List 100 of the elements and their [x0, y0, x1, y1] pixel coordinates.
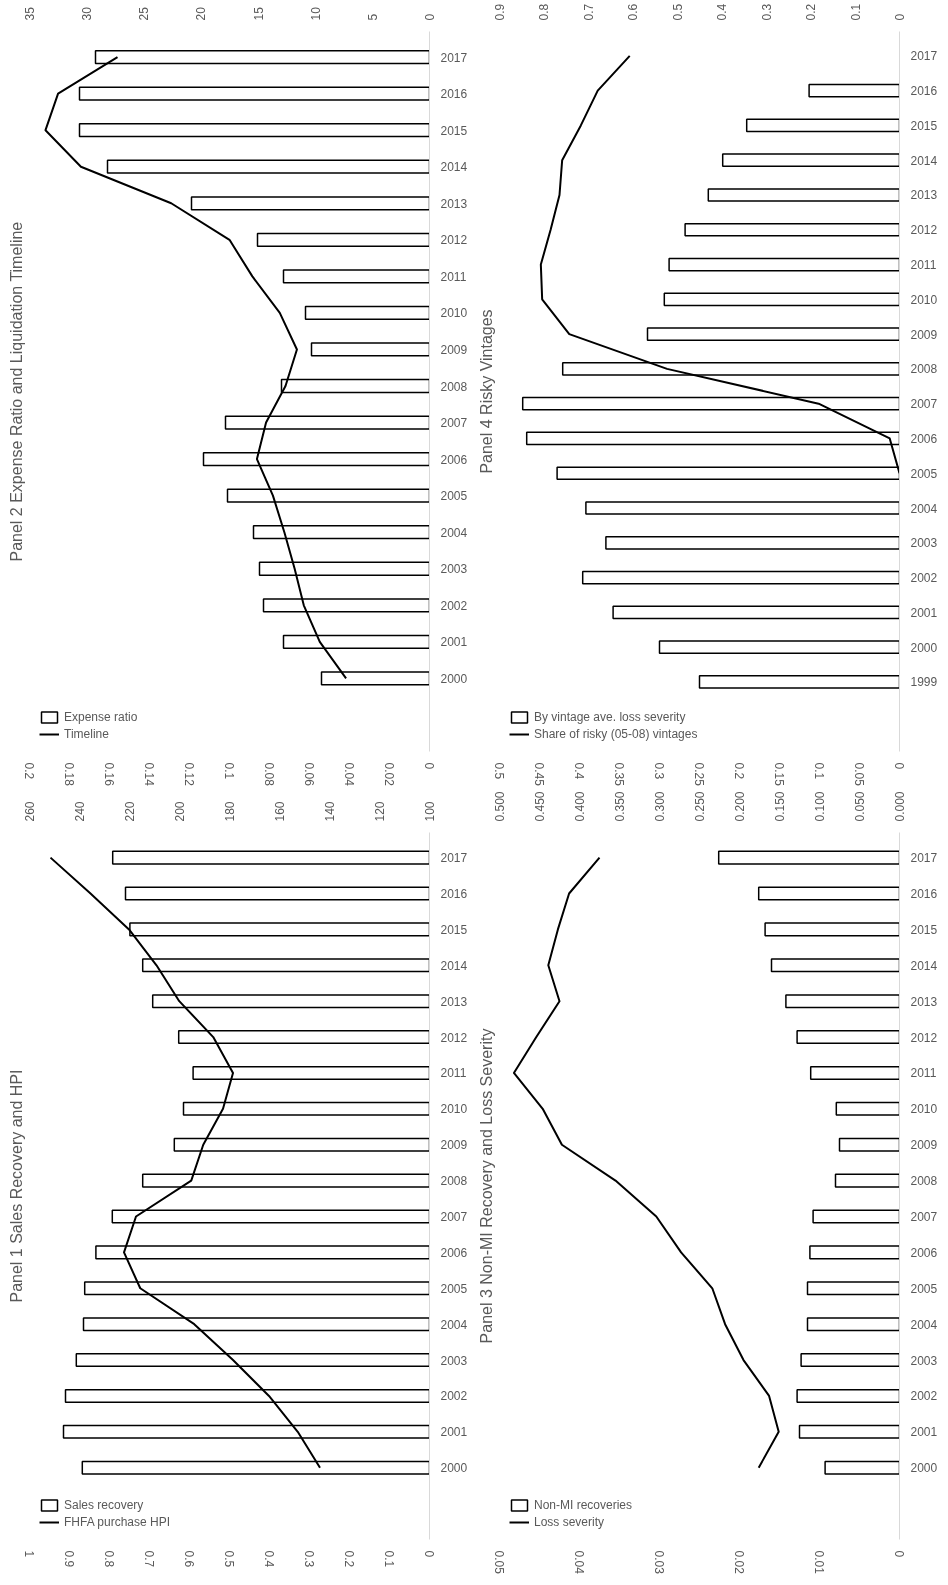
x-tick-label: 0 [422, 1550, 436, 1558]
y-tick-label: 2000 [910, 1461, 938, 1476]
x2-tick-label: 0.350 [613, 791, 627, 822]
y-tick-label: 2008 [910, 1174, 938, 1189]
y-tick-label: 2012 [910, 223, 938, 238]
bar [124, 886, 430, 901]
y-tick-label: 2004 [910, 501, 938, 516]
bar [824, 1460, 900, 1475]
bar [585, 501, 900, 515]
y-tick-label: 1999 [910, 675, 938, 690]
y-tick-label: 2010 [910, 1102, 938, 1117]
x2-tick-label: 0.3 [759, 3, 774, 21]
x-tick-label: 0.14 [142, 762, 156, 787]
y-tick-label: 2010 [910, 292, 938, 307]
x-tick-label: 0.45 [532, 762, 546, 787]
y-tick-label: 2006 [910, 1245, 938, 1260]
x2-tick-label: 0.200 [733, 791, 747, 822]
y-tick-label: 2001 [910, 605, 938, 620]
y-tick-label: 2007 [910, 397, 938, 412]
y-tick-label: 2003 [910, 536, 938, 551]
x-tick-label: 0.2 [732, 762, 746, 780]
y-tick-label: 2017 [440, 50, 468, 65]
x2-tick-label: 0 [893, 13, 907, 21]
y-tick-label: 2011 [440, 269, 467, 284]
x2-tick-label: 0.7 [581, 3, 596, 21]
x2-tick-label: 220 [123, 801, 137, 822]
x2-tick-label: 15 [251, 6, 266, 21]
x2-tick-label: 10 [308, 6, 323, 21]
x-tick-label: 0.3 [302, 1550, 316, 1568]
y-tick-label: 2012 [440, 1030, 468, 1045]
y-tick-label: 2003 [910, 1353, 938, 1368]
y-tick-label: 2001 [440, 635, 468, 650]
x2-tick-label: 160 [273, 801, 287, 822]
x-tick-label: 0.9 [62, 1550, 76, 1568]
x-tick-label: 0.1 [222, 762, 236, 780]
x-tick-label: 0.2 [22, 762, 36, 780]
text: Panel 3 Non-MI Recovery and Loss Severity [477, 1028, 495, 1344]
x2-tick-label: 0.250 [693, 791, 707, 822]
legend-label: FHFA purchase HPI [64, 1515, 171, 1529]
y-tick-label: 2016 [440, 87, 468, 102]
y-tick-label: 2014 [910, 958, 938, 973]
x-tick-label: 0.04 [342, 762, 356, 787]
bar [808, 83, 900, 98]
x-tick-label: 0.7 [142, 1550, 156, 1568]
x2-tick-label: 0.050 [853, 791, 867, 822]
x-tick-label: 0.06 [302, 762, 316, 787]
bar [707, 188, 900, 202]
x2-tick-label: 0.1 [848, 3, 863, 21]
x-tick-label: 0.16 [102, 762, 116, 787]
y-tick-label: 2007 [440, 416, 468, 431]
x2-tick-label: 5 [365, 13, 380, 21]
x-tick-label: 0.1 [382, 1550, 396, 1568]
y-tick-label: 2001 [910, 1425, 938, 1440]
x2-tick-label: 25 [137, 6, 152, 21]
bar [684, 222, 900, 237]
x2-tick-label: 0.300 [653, 791, 667, 822]
x-tick-label: 0.8 [102, 1550, 116, 1568]
bar [190, 196, 430, 211]
bar [663, 292, 900, 307]
y-tick-label: 2010 [440, 306, 468, 321]
x-tick-label: 0.02 [382, 762, 396, 787]
y-tick-label: 2008 [910, 362, 938, 377]
x-tick-label: 0 [892, 762, 906, 770]
x2-tick-label: 0.500 [493, 791, 507, 822]
x-tick-label: 0.01 [812, 1550, 826, 1575]
x2-tick-label: 0.8 [537, 3, 552, 21]
y-tick-label: 2002 [440, 1389, 468, 1404]
bar [809, 1065, 900, 1080]
x-tick-label: 0.04 [572, 1550, 586, 1575]
y-tick-label: 2014 [440, 160, 468, 175]
x2-tick-label: 0.100 [813, 791, 827, 822]
y-tick-label: 2015 [910, 118, 938, 133]
y-tick-label: 2017 [440, 851, 468, 866]
x-tick-label: 0.12 [182, 762, 196, 787]
bar [806, 1281, 900, 1296]
y-tick-label: 2011 [910, 258, 937, 273]
bar [304, 305, 430, 321]
bar [809, 1245, 900, 1260]
legend-label: Non-MI recoveries [534, 1498, 633, 1512]
y-tick-label: 2005 [910, 466, 938, 481]
y-tick-label: 2017 [910, 851, 938, 866]
x2-tick-label: 0.400 [573, 791, 587, 822]
bar [834, 1173, 900, 1188]
bar [256, 232, 430, 247]
bar [310, 342, 430, 357]
y-tick-label: 2014 [440, 958, 468, 973]
y-tick-label: 2005 [440, 1281, 468, 1296]
x-tick-label: 0.05 [852, 762, 866, 787]
x-tick-label: 0.2 [342, 1550, 356, 1568]
y-tick-label: 2005 [440, 489, 468, 504]
x2-tick-label: 35 [23, 6, 37, 21]
legend-label: Timeline [64, 727, 109, 741]
bar [757, 886, 900, 901]
bar [770, 958, 900, 973]
x-tick-label: 0.15 [772, 762, 786, 787]
y-tick-label: 2015 [910, 922, 938, 937]
x-tick-label: 0.6 [182, 1550, 196, 1568]
text: Panel 4 Risky Vintages [477, 309, 495, 474]
y-tick-label: 2006 [440, 452, 468, 467]
y-tick-label: 2012 [440, 233, 468, 248]
